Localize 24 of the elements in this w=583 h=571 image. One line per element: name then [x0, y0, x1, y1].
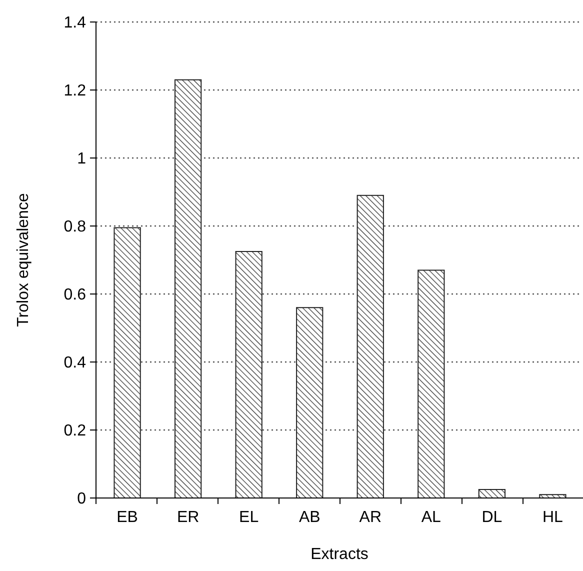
x-tick-label: EB [116, 509, 138, 526]
y-tick-label: 0.2 [64, 422, 86, 440]
y-tick-label: 0.6 [64, 286, 86, 304]
bar [174, 79, 202, 498]
y-tick-label: 1.4 [64, 14, 86, 32]
bar [356, 194, 384, 498]
y-tick-label: 0.4 [64, 354, 86, 372]
x-tick-label: DL [482, 509, 502, 526]
y-axis-title: Trolox equivalence [15, 193, 32, 327]
y-tick-label: 0 [77, 490, 86, 508]
bar [296, 307, 324, 498]
bar [418, 270, 445, 498]
x-tick-label: EL [239, 509, 259, 526]
bar [114, 227, 141, 498]
x-tick-label: ER [176, 509, 200, 526]
x-tick-label: HL [542, 509, 564, 526]
y-tick-label: 1 [77, 150, 86, 168]
x-axis-title: Extracts [310, 546, 368, 563]
bar [235, 251, 262, 498]
y-tick-label: 0.8 [64, 218, 86, 236]
x-tick-label: AB [298, 509, 320, 526]
y-tick-label: 1.2 [64, 82, 86, 100]
x-tick-label: AL [421, 509, 442, 526]
x-tick-label: AR [359, 509, 382, 526]
